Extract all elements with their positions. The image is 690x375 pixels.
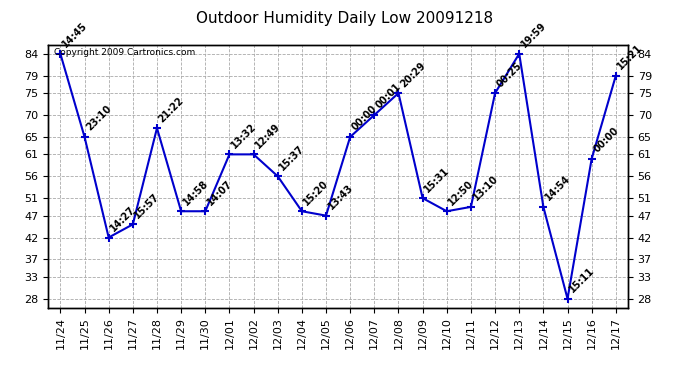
Text: 15:21: 15:21 bbox=[615, 42, 644, 72]
Text: 13:10: 13:10 bbox=[471, 174, 500, 203]
Text: 15:57: 15:57 bbox=[132, 191, 161, 220]
Text: Copyright 2009 Cartronics.com: Copyright 2009 Cartronics.com bbox=[54, 48, 195, 57]
Text: Outdoor Humidity Daily Low 20091218: Outdoor Humidity Daily Low 20091218 bbox=[197, 11, 493, 26]
Text: 21:22: 21:22 bbox=[157, 95, 186, 124]
Text: 15:11: 15:11 bbox=[567, 266, 596, 295]
Text: 23:10: 23:10 bbox=[84, 104, 113, 133]
Text: 12:50: 12:50 bbox=[446, 178, 475, 207]
Text: 00:25: 00:25 bbox=[495, 60, 524, 89]
Text: 00:00: 00:00 bbox=[350, 104, 379, 133]
Text: 14:58: 14:58 bbox=[181, 178, 210, 207]
Text: 14:07: 14:07 bbox=[205, 178, 234, 207]
Text: 14:45: 14:45 bbox=[60, 21, 89, 50]
Text: 15:31: 15:31 bbox=[422, 165, 451, 194]
Text: 15:20: 15:20 bbox=[302, 178, 331, 207]
Text: 12:49: 12:49 bbox=[253, 121, 282, 150]
Text: 00:01: 00:01 bbox=[374, 82, 403, 111]
Text: 14:27: 14:27 bbox=[108, 204, 137, 233]
Text: 15:37: 15:37 bbox=[277, 143, 306, 172]
Text: 14:54: 14:54 bbox=[543, 174, 572, 203]
Text: 13:32: 13:32 bbox=[229, 121, 258, 150]
Text: 13:43: 13:43 bbox=[326, 183, 355, 212]
Text: 00:00: 00:00 bbox=[591, 126, 620, 154]
Text: 20:29: 20:29 bbox=[398, 60, 427, 89]
Text: 19:59: 19:59 bbox=[519, 21, 548, 50]
